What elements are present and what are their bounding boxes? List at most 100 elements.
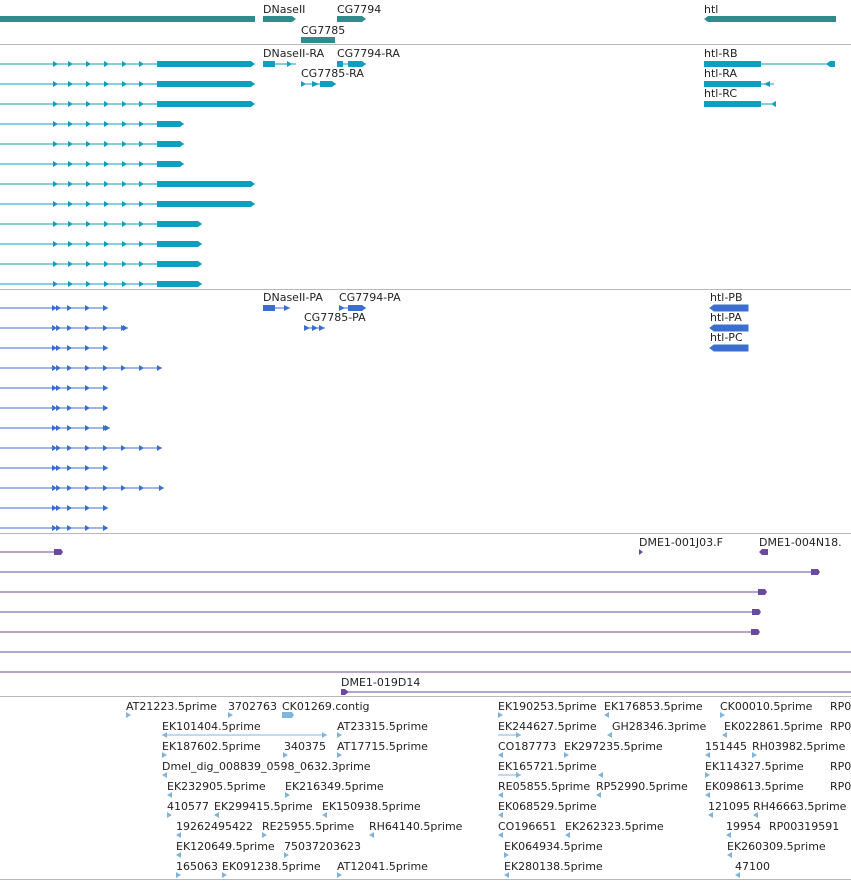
transcript-exon[interactable] xyxy=(86,161,91,167)
est-label[interactable]: AT21223.5prime xyxy=(126,700,217,713)
protein-segment[interactable] xyxy=(52,325,57,331)
est-label[interactable]: EK297235.5prime xyxy=(564,740,663,753)
est-label[interactable]: RP00319591 xyxy=(769,820,839,833)
protein-segment[interactable] xyxy=(67,365,72,371)
est-label[interactable]: AT17715.5prime xyxy=(337,740,428,753)
transcript-exon[interactable] xyxy=(68,161,73,167)
protein-segment[interactable] xyxy=(85,365,90,371)
transcript-exon[interactable] xyxy=(157,161,184,167)
gene-feature[interactable] xyxy=(263,16,296,22)
est-label[interactable]: EK244627.5prime xyxy=(498,720,597,733)
transcript-exon[interactable] xyxy=(68,221,73,227)
transcript-exon[interactable] xyxy=(122,141,127,147)
protein-segment[interactable] xyxy=(709,344,749,352)
transcript-exon[interactable] xyxy=(86,101,91,107)
transcript-exon[interactable] xyxy=(53,61,58,67)
transcript-exon[interactable] xyxy=(86,141,91,147)
transcript-exon[interactable] xyxy=(104,181,109,187)
est-label[interactable]: 3702763 xyxy=(228,700,277,713)
protein-segment[interactable] xyxy=(52,485,57,491)
est-label[interactable]: 19262495422 xyxy=(176,820,253,833)
transcript-exon[interactable] xyxy=(301,81,306,87)
transcript-exon[interactable] xyxy=(86,261,91,267)
protein-segment[interactable] xyxy=(103,445,108,451)
est-label[interactable]: GH28346.3prime xyxy=(612,720,707,733)
protein-segment[interactable] xyxy=(312,325,318,331)
transcript-exon[interactable] xyxy=(68,241,73,247)
transcript-exon[interactable] xyxy=(86,181,91,187)
est-label[interactable]: 410577 xyxy=(167,800,209,813)
transcript-exon[interactable] xyxy=(122,61,127,67)
est-label[interactable]: RH46663.5prime xyxy=(753,800,847,813)
est-label[interactable]: EK091238.5prime xyxy=(222,860,321,873)
protein-segment[interactable] xyxy=(157,365,162,371)
est-label[interactable]: EK280138.5prime xyxy=(504,860,603,873)
clone-end[interactable] xyxy=(54,549,63,555)
est-label[interactable]: EK064934.5prime xyxy=(504,840,603,853)
transcript-exon[interactable] xyxy=(86,201,91,207)
protein-segment[interactable] xyxy=(85,305,90,311)
protein-segment[interactable] xyxy=(56,405,61,411)
transcript-exon[interactable] xyxy=(122,81,127,87)
est-label[interactable]: EK165721.5prime xyxy=(498,760,597,773)
protein-segment[interactable] xyxy=(52,505,57,511)
gene-feature[interactable] xyxy=(337,16,366,22)
transcript-exon[interactable] xyxy=(139,181,144,187)
est-label[interactable]: EK101404.5prime xyxy=(162,720,261,733)
transcript-exon[interactable] xyxy=(122,161,127,167)
transcript-exon[interactable] xyxy=(53,141,58,147)
protein-segment[interactable] xyxy=(67,385,72,391)
protein-segment[interactable] xyxy=(56,425,61,431)
protein-segment[interactable] xyxy=(103,485,108,491)
transcript-exon[interactable] xyxy=(122,281,127,287)
protein-segment[interactable] xyxy=(103,325,108,331)
protein-segment[interactable] xyxy=(121,485,126,491)
protein-segment[interactable] xyxy=(339,305,345,311)
protein-segment[interactable] xyxy=(139,485,144,491)
est-label[interactable]: EK262323.5prime xyxy=(565,820,664,833)
est-label[interactable]: 165063 xyxy=(176,860,218,873)
est-label[interactable]: EK232905.5prime xyxy=(167,780,266,793)
est-label[interactable]: EK187602.5prime xyxy=(162,740,261,753)
est-label[interactable]: EK022861.5prime xyxy=(724,720,823,733)
est-label[interactable]: 121095 xyxy=(708,800,750,813)
est-label[interactable]: RP52990.5prime xyxy=(596,780,688,793)
est-label[interactable]: 151445 xyxy=(705,740,747,753)
protein-segment[interactable] xyxy=(52,405,57,411)
est-label[interactable]: RE25955.5prime xyxy=(262,820,354,833)
protein-segment[interactable] xyxy=(348,305,366,311)
protein-segment[interactable] xyxy=(56,505,61,511)
transcript-exon[interactable] xyxy=(826,61,835,67)
transcript-exon[interactable] xyxy=(312,81,319,87)
transcript-exon[interactable] xyxy=(53,101,58,107)
est-label[interactable]: RE05855.5prime xyxy=(498,780,590,793)
transcript-exon[interactable] xyxy=(104,281,109,287)
transcript-exon[interactable] xyxy=(139,61,144,67)
protein-segment[interactable] xyxy=(103,365,108,371)
transcript-exon[interactable] xyxy=(68,101,73,107)
transcript-exon[interactable] xyxy=(122,241,127,247)
transcript-exon[interactable] xyxy=(86,121,91,127)
protein-segment[interactable] xyxy=(85,345,90,351)
transcript-exon[interactable] xyxy=(104,101,109,107)
transcript-exon[interactable] xyxy=(68,181,73,187)
protein-segment[interactable] xyxy=(139,365,144,371)
protein-segment[interactable] xyxy=(52,305,57,311)
protein-segment[interactable] xyxy=(56,465,61,471)
protein-segment[interactable] xyxy=(85,445,90,451)
transcript-exon[interactable] xyxy=(68,61,73,67)
transcript-exon[interactable] xyxy=(337,61,343,67)
transcript-exon[interactable] xyxy=(104,161,109,167)
transcript-exon[interactable] xyxy=(139,261,144,267)
transcript-exon[interactable] xyxy=(104,61,109,67)
transcript-exon[interactable] xyxy=(68,201,73,207)
transcript-exon[interactable] xyxy=(704,61,761,67)
protein-segment[interactable] xyxy=(85,425,90,431)
protein-segment[interactable] xyxy=(52,465,57,471)
transcript-exon[interactable] xyxy=(157,181,255,187)
protein-segment[interactable] xyxy=(52,385,57,391)
transcript-exon[interactable] xyxy=(139,141,144,147)
transcript-exon[interactable] xyxy=(122,181,127,187)
protein-segment[interactable] xyxy=(85,465,90,471)
est-label[interactable]: AT23315.5prime xyxy=(337,720,428,733)
